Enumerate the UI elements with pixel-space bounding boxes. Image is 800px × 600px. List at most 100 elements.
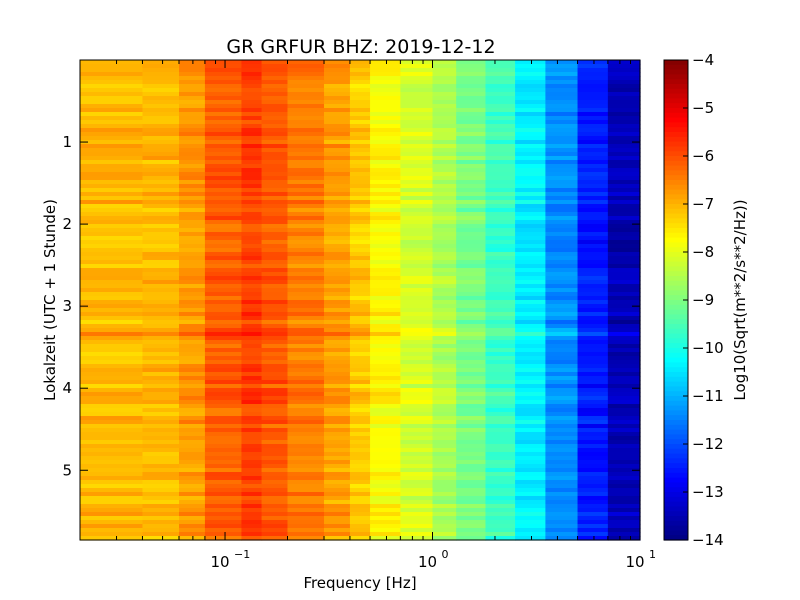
heatmap-cell <box>370 344 401 349</box>
heatmap-cell <box>324 140 351 145</box>
heatmap-cell <box>142 492 180 497</box>
heatmap-cell <box>400 176 434 181</box>
heatmap-cell <box>485 356 516 361</box>
heatmap-cell <box>515 420 546 425</box>
heatmap-cell <box>577 424 609 429</box>
heatmap-cell <box>179 96 206 101</box>
heatmap-cell <box>204 408 243 413</box>
heatmap-cell <box>261 76 289 81</box>
heatmap-cell <box>287 448 325 453</box>
heatmap-cell <box>515 408 546 413</box>
heatmap-cell <box>287 100 325 105</box>
heatmap-cell <box>261 380 289 385</box>
heatmap-cell <box>349 456 371 461</box>
heatmap-cell <box>179 204 206 209</box>
heatmap-cell <box>370 236 401 241</box>
heatmap-cell <box>142 188 180 193</box>
colorbar-band <box>664 247 688 253</box>
heatmap-cell <box>577 416 609 421</box>
heatmap-cell <box>241 256 263 261</box>
heatmap-cell <box>204 232 243 237</box>
heatmap-cell <box>370 108 401 113</box>
heatmap-cell <box>349 128 371 133</box>
heatmap-cell <box>456 436 487 441</box>
heatmap-cell <box>241 164 263 169</box>
heatmap-cell <box>204 72 243 77</box>
heatmap-cell <box>456 308 487 313</box>
heatmap-cell <box>80 460 144 465</box>
heatmap-cell <box>241 288 263 293</box>
heatmap-cell <box>370 464 401 469</box>
heatmap-cell <box>577 96 609 101</box>
heatmap-cell <box>142 360 180 365</box>
heatmap-cell <box>515 320 546 325</box>
heatmap-cell <box>370 484 401 489</box>
heatmap-cell <box>400 420 434 425</box>
heatmap-cell <box>324 300 351 305</box>
heatmap-cell <box>515 348 546 353</box>
heatmap-cell <box>287 248 325 253</box>
heatmap-cell <box>370 64 401 69</box>
heatmap-cell <box>80 248 144 253</box>
heatmap-cell <box>456 64 487 69</box>
heatmap-cell <box>432 88 457 93</box>
heatmap-cell <box>485 300 516 305</box>
colorbar-band <box>664 453 688 459</box>
heatmap-cell <box>204 304 243 309</box>
heatmap-cell <box>349 80 371 85</box>
heatmap-cell <box>349 300 371 305</box>
heatmap-cell <box>456 116 487 121</box>
heatmap-cell <box>142 508 180 513</box>
y-tick-label: 4 <box>62 379 72 397</box>
heatmap-cell <box>607 448 641 453</box>
heatmap-cell <box>261 508 289 513</box>
heatmap-cell <box>515 284 546 289</box>
heatmap-cell <box>324 320 351 325</box>
heatmap-cell <box>324 124 351 129</box>
heatmap-cell <box>80 212 144 217</box>
heatmap-cell <box>179 152 206 157</box>
heatmap-cell <box>287 308 325 313</box>
heatmap-cell <box>287 304 325 309</box>
colorbar <box>664 60 688 541</box>
heatmap-cell <box>80 136 144 141</box>
heatmap-cell <box>349 132 371 137</box>
heatmap-cell <box>485 500 516 505</box>
heatmap-cell <box>324 496 351 501</box>
heatmap-cell <box>204 248 243 253</box>
heatmap-cell <box>515 316 546 321</box>
heatmap-cell <box>241 332 263 337</box>
heatmap-cell <box>349 396 371 401</box>
heatmap-cell <box>204 280 243 285</box>
heatmap-cell <box>515 200 546 205</box>
heatmap-cell <box>287 352 325 357</box>
heatmap-cell <box>456 160 487 165</box>
heatmap-cell <box>545 416 579 421</box>
heatmap-cell <box>80 440 144 445</box>
heatmap-cell <box>432 212 457 217</box>
x-tick-label-base: 10 <box>210 553 229 571</box>
heatmap-cell <box>287 432 325 437</box>
heatmap-cell <box>515 232 546 237</box>
heatmap-cell <box>349 176 371 181</box>
heatmap-cell <box>261 432 289 437</box>
heatmap-cell <box>142 500 180 505</box>
heatmap-cell <box>577 268 609 273</box>
heatmap-cell <box>324 452 351 457</box>
heatmap-cell <box>400 416 434 421</box>
heatmap-cell <box>545 256 579 261</box>
colorbar-band <box>664 103 688 109</box>
heatmap-cell <box>261 424 289 429</box>
heatmap-cell <box>241 116 263 121</box>
heatmap-cell <box>485 400 516 405</box>
heatmap-cell <box>142 220 180 225</box>
heatmap-cell <box>400 476 434 481</box>
heatmap-cell <box>179 104 206 109</box>
heatmap-cell <box>241 304 263 309</box>
heatmap-cell <box>324 156 351 161</box>
heatmap-cell <box>142 436 180 441</box>
heatmap-cell <box>400 200 434 205</box>
heatmap-cell <box>324 200 351 205</box>
heatmap-cell <box>349 520 371 525</box>
heatmap-cell <box>241 136 263 141</box>
